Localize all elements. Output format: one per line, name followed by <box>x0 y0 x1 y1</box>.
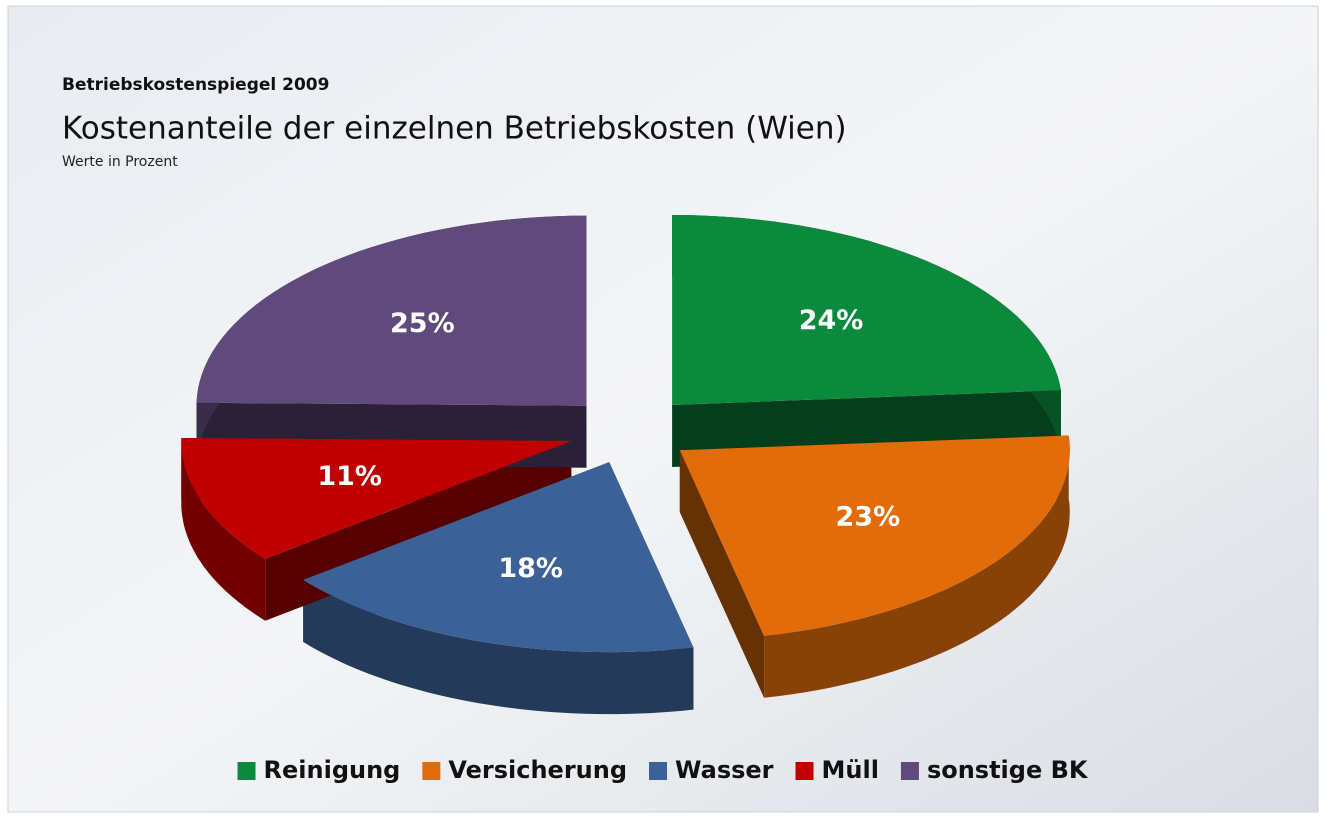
slice <box>303 462 694 653</box>
subtitle: Werte in Prozent <box>62 154 178 170</box>
legend-swatch <box>422 762 441 780</box>
supertitle: Betriebskostenspiegel 2009 <box>62 75 329 95</box>
slice <box>679 435 1070 636</box>
data-label: 23% <box>836 502 901 533</box>
legend-swatch <box>649 762 668 780</box>
legend-label: sonstige BK <box>927 756 1089 784</box>
data-label: 25% <box>390 308 455 339</box>
chart-title: Kostenanteile der einzelnen Betriebskost… <box>62 111 847 147</box>
slice <box>672 215 1061 405</box>
data-label: 24% <box>799 305 864 336</box>
slice-wall <box>679 450 765 698</box>
slice-side <box>181 438 266 621</box>
slice <box>181 438 572 559</box>
legend-label: Müll <box>822 756 879 784</box>
legend-label: Versicherung <box>448 756 627 784</box>
data-label: 11% <box>317 461 382 492</box>
slice-side <box>303 579 694 715</box>
legend-swatch <box>795 762 814 780</box>
data-label: 18% <box>498 553 563 584</box>
legend-swatch <box>237 762 256 780</box>
slice <box>196 215 587 406</box>
legend-label: Wasser <box>675 756 774 784</box>
legend-label: Reinigung <box>264 756 401 784</box>
legend-swatch <box>900 762 919 780</box>
slice-side <box>764 435 1070 698</box>
